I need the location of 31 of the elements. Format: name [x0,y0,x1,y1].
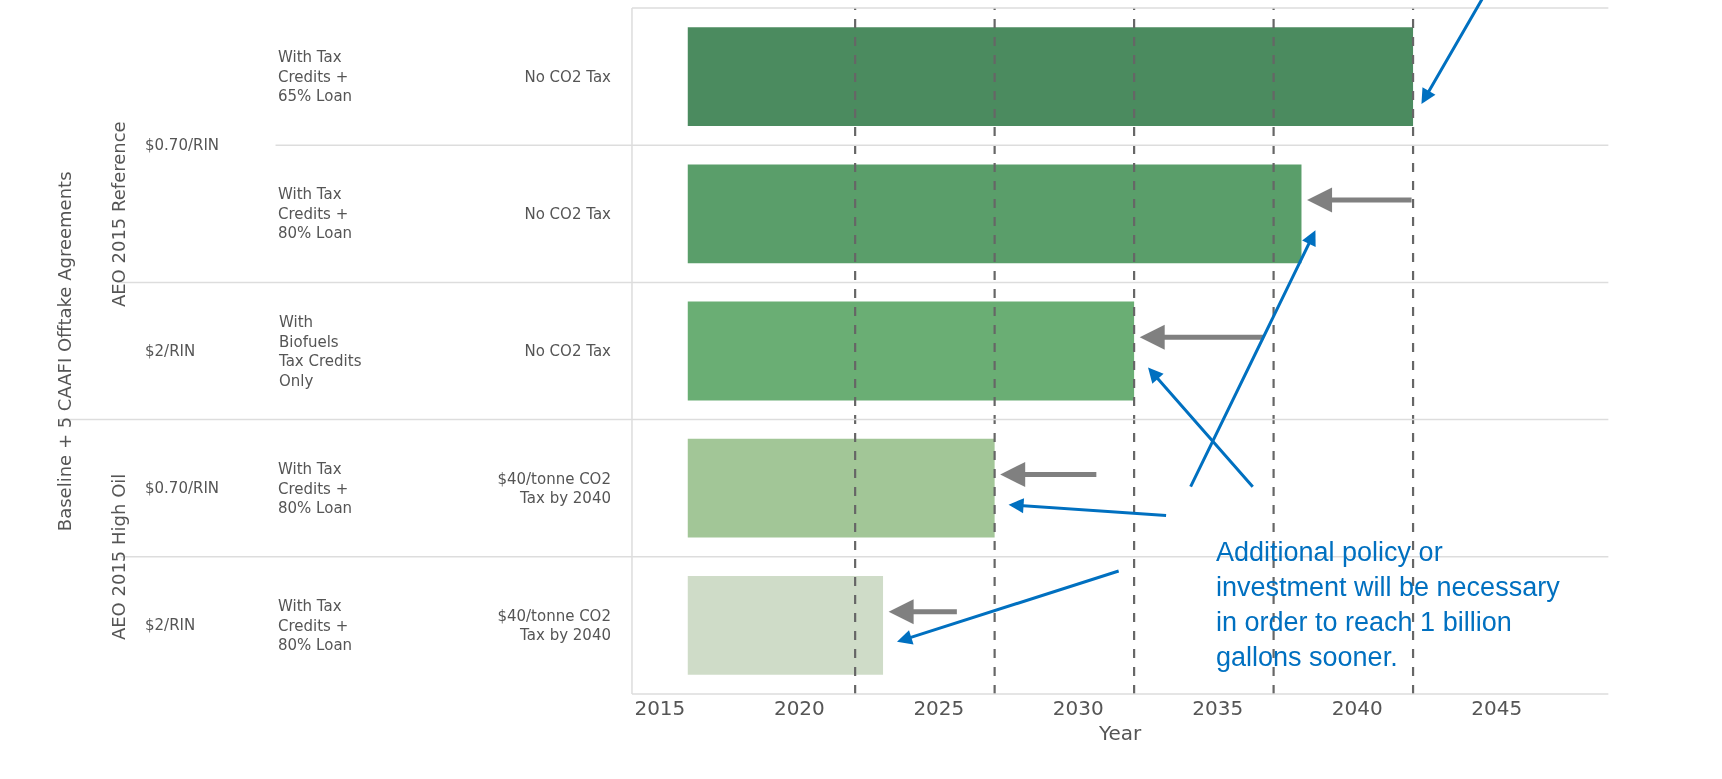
text: $0.70/RIN [145,479,220,497]
text: With Tax Credits + 80% Loan [278,185,353,242]
x-tick-label: 2025 [913,696,965,720]
text: With Tax Credits + 65% Loan [278,48,353,105]
bar [687,301,1135,401]
x-tick-label: 2040 [1331,696,1383,720]
x-tick-label: 2020 [773,696,825,720]
x-tick-label: 2035 [1192,696,1244,720]
text: With Tax Credits + 80% Loan [278,460,353,517]
text: $2/RIN [145,342,196,360]
y-tick-label: $40/tonne CO2 Tax by 2040 [497,606,611,645]
text: With Biofuels Tax Credits Only [278,313,362,390]
y-tick-label: No CO2 Tax [524,205,612,224]
text: AEO 2015 Reference [108,121,130,308]
text: $2/RIN [145,616,196,634]
y-tick-label: No CO2 Tax [524,342,612,361]
x-axis-title: Year [1097,720,1143,745]
x-tick-label: 2030 [1052,696,1104,720]
x-tick-label: 2015 [634,696,686,720]
x-tick-label: 2045 [1471,696,1523,720]
y-tick-label: No CO2 Tax [524,67,612,86]
text: AEO 2015 High Oil [108,473,130,641]
text: $0.70/RIN [145,136,220,154]
bar [687,576,884,675]
y-tick-label: $40/tonne CO2 Tax by 2040 [497,469,611,508]
bar [687,438,995,538]
annotation: Additional policy or investment will be necessary in order to reach 1 billion gallons sooner. [1216,537,1561,673]
text: Baseline + 5 CAAFI Offtake Agreements [54,171,76,532]
text: With Tax Credits + 80% Loan [278,597,353,654]
bar [687,27,1414,126]
bar [687,164,1302,264]
